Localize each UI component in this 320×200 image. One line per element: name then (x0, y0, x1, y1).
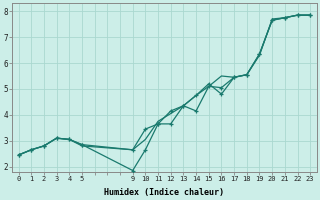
X-axis label: Humidex (Indice chaleur): Humidex (Indice chaleur) (104, 188, 224, 197)
